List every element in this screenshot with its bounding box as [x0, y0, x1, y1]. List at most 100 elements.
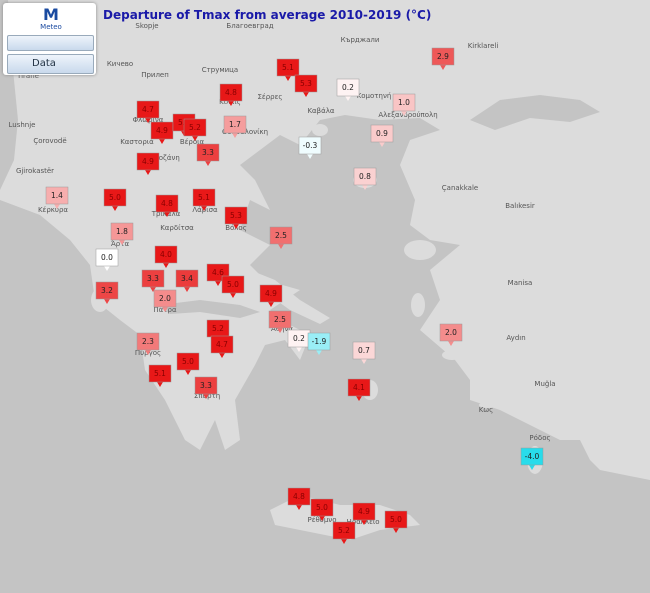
station-marker[interactable]: 5.1 [192, 188, 216, 211]
marker-pointer [215, 281, 221, 286]
station-marker[interactable]: 2.9 [431, 47, 455, 70]
marker-box [175, 269, 199, 288]
station-marker[interactable]: 3.2 [95, 281, 119, 304]
station-marker[interactable]: 5.2 [332, 521, 356, 544]
station-marker[interactable]: 0.7 [352, 341, 376, 364]
marker-pointer [157, 382, 163, 387]
station-marker[interactable]: 4.7 [136, 100, 160, 123]
station-marker[interactable]: 4.9 [150, 121, 174, 144]
station-marker[interactable]: 3.4 [175, 269, 199, 292]
marker-box [298, 136, 322, 155]
station-marker[interactable]: 5.0 [103, 188, 127, 211]
marker-box [141, 269, 165, 288]
station-marker[interactable]: 4.9 [352, 502, 376, 525]
marker-pointer [184, 287, 190, 292]
marker-label: 0.2 [293, 334, 305, 343]
marker-label: 5.1 [282, 63, 294, 72]
station-marker[interactable]: 5.0 [176, 352, 200, 375]
station-marker[interactable]: 1.8 [110, 222, 134, 245]
back-button[interactable] [7, 35, 94, 51]
marker-label: 5.3 [300, 79, 312, 88]
marker-label: 5.0 [182, 357, 194, 366]
marker-label: -1.9 [312, 337, 327, 346]
station-marker[interactable]: 5.1 [148, 364, 172, 387]
title: Departure of Tmax from average 2010-2019… [103, 8, 432, 22]
station-marker[interactable]: 4.9 [259, 284, 283, 307]
data-button[interactable]: Data [7, 54, 94, 74]
marker-pointer [164, 212, 170, 217]
marker-pointer [112, 206, 118, 211]
station-marker[interactable]: 0.9 [370, 124, 394, 147]
place-label: Καρδίτσα [160, 224, 194, 232]
marker-pointer [303, 92, 309, 97]
marker-label: -4.0 [525, 452, 540, 461]
marker-box [103, 188, 127, 207]
station-marker[interactable]: 5.2 [183, 118, 207, 141]
marker-box [221, 275, 245, 294]
station-marker[interactable]: 3.3 [194, 376, 218, 399]
marker-box [148, 364, 172, 383]
station-marker[interactable]: 0.2 [287, 329, 311, 352]
station-marker[interactable]: 4.8 [287, 487, 311, 510]
marker-pointer [219, 353, 225, 358]
station-marker[interactable]: 2.0 [153, 289, 177, 312]
marker-pointer [232, 133, 238, 138]
station-marker[interactable]: 5.0 [221, 275, 245, 298]
marker-box [95, 281, 119, 300]
place-label: Καστοριά [120, 138, 154, 146]
marker-pointer [393, 528, 399, 533]
marker-label: 3.2 [101, 286, 113, 295]
logo[interactable]: M Meteo [40, 5, 62, 32]
place-label: Κως [479, 406, 494, 414]
control-panel: M Meteo Data [3, 3, 96, 75]
station-marker[interactable]: 4.7 [210, 335, 234, 358]
station-marker[interactable]: 4.8 [219, 83, 243, 106]
marker-box [192, 188, 216, 207]
marker-label: 3.4 [181, 274, 193, 283]
station-marker[interactable]: 2.5 [268, 310, 292, 333]
station-marker[interactable]: 0.8 [353, 167, 377, 190]
station-marker[interactable]: 5.3 [224, 206, 248, 229]
station-marker[interactable]: 5.0 [384, 510, 408, 533]
marker-box [370, 124, 394, 143]
station-marker[interactable]: 4.9 [136, 152, 160, 175]
place-label: Καβάλα [307, 107, 334, 115]
marker-label: 3.3 [147, 274, 159, 283]
marker-pointer [145, 170, 151, 175]
marker-box [392, 93, 416, 112]
station-marker[interactable]: 4.0 [154, 245, 178, 268]
station-marker[interactable]: 3.3 [196, 143, 220, 166]
marker-pointer [356, 396, 362, 401]
station-marker[interactable]: 5.3 [294, 74, 318, 97]
station-marker[interactable]: 0.0 [95, 248, 119, 271]
station-marker[interactable]: 2.5 [269, 226, 293, 249]
station-marker[interactable]: 1.4 [45, 186, 69, 209]
station-marker[interactable]: 3.3 [141, 269, 165, 292]
station-marker[interactable]: 2.0 [439, 323, 463, 346]
place-label: Gjirokastër [16, 167, 54, 175]
marker-box [347, 378, 371, 397]
station-marker[interactable]: -0.3 [298, 136, 322, 159]
logo-text: Meteo [40, 23, 62, 31]
marker-label: 1.8 [116, 227, 128, 236]
station-marker[interactable]: -1.9 [307, 332, 331, 355]
station-marker[interactable]: 4.1 [347, 378, 371, 401]
kos [479, 402, 497, 408]
marker-box [439, 323, 463, 342]
marker-label: 4.9 [265, 289, 277, 298]
station-marker[interactable]: -4.0 [520, 447, 544, 470]
marker-box [45, 186, 69, 205]
marker-pointer [145, 350, 151, 355]
marker-label: 5.1 [154, 369, 166, 378]
marker-pointer [440, 65, 446, 70]
station-marker[interactable]: 0.2 [336, 78, 360, 101]
station-marker[interactable]: 5.0 [310, 498, 334, 521]
station-marker[interactable]: 1.0 [392, 93, 416, 116]
marker-pointer [192, 136, 198, 141]
marker-box [219, 83, 243, 102]
marker-label: 2.5 [275, 231, 287, 240]
station-marker[interactable]: 5.1 [276, 58, 300, 81]
station-marker[interactable]: 4.8 [155, 194, 179, 217]
station-marker[interactable]: 2.3 [136, 332, 160, 355]
station-marker[interactable]: 1.7 [223, 115, 247, 138]
